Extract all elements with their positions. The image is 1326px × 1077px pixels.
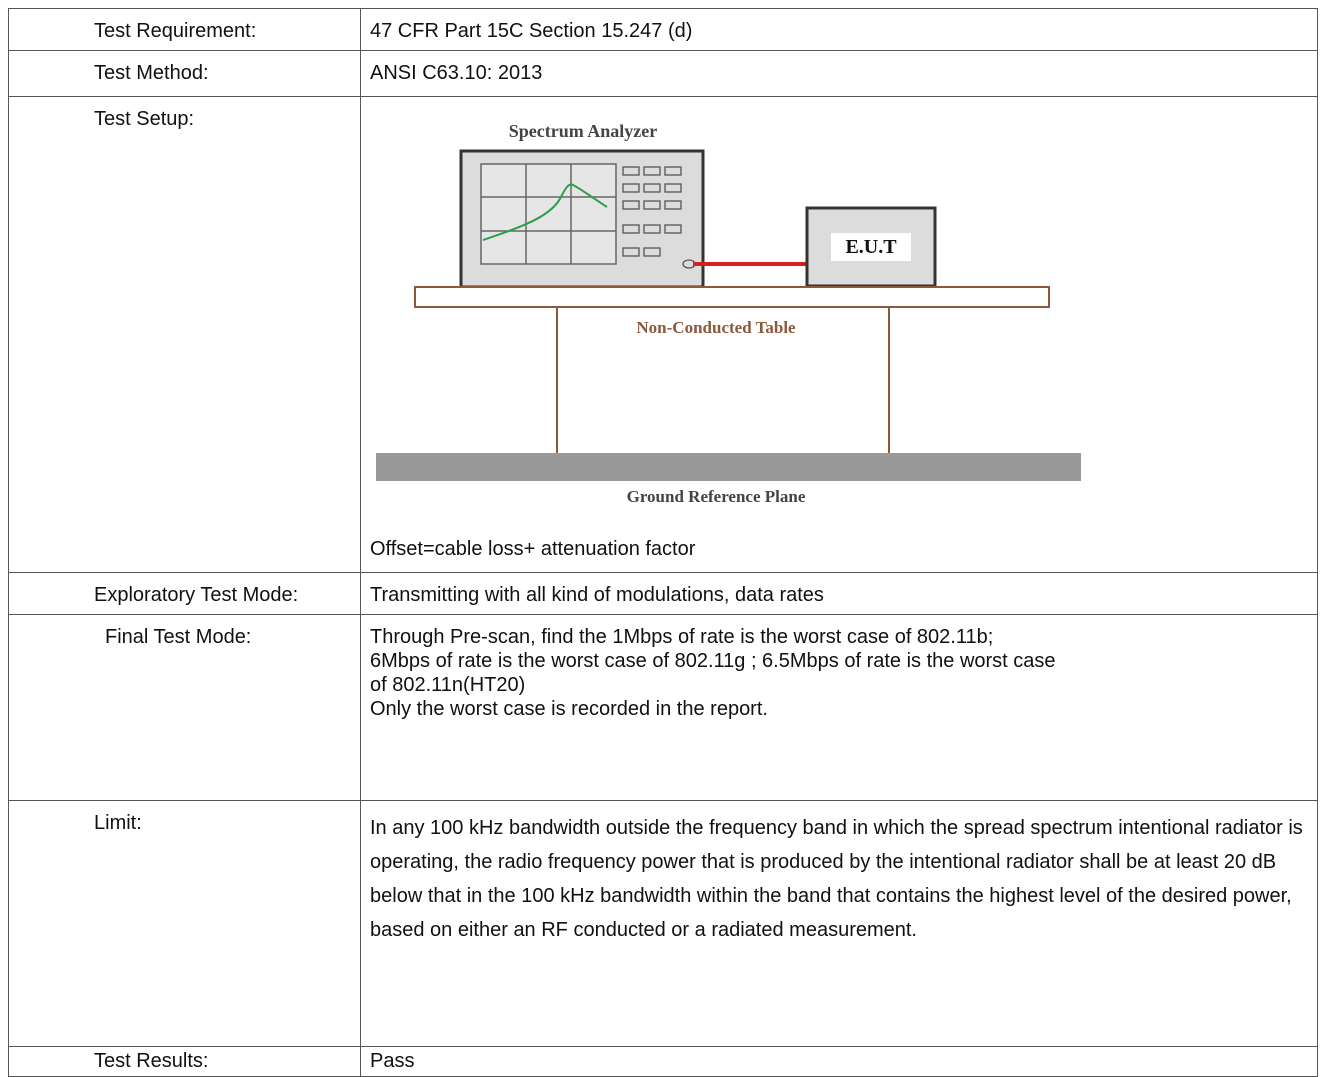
table-label: Non-Conducted Table [636, 318, 796, 337]
buttons [622, 166, 696, 269]
screen-grid [481, 164, 616, 264]
row: Test Requirement: 47 CFR Part 15C Sectio… [8, 8, 1318, 51]
eut [805, 206, 937, 288]
eut-label: E.U.T [845, 236, 897, 258]
label: Test Method: [8, 50, 361, 97]
label: Test Requirement: [8, 8, 361, 51]
screen [480, 163, 617, 265]
row: Exploratory Test Mode: Transmitting with… [8, 572, 1318, 615]
paragraph: Through Pre-scan, find the 1Mbps of rate… [370, 626, 994, 648]
analyzer-label: Spectrum Analyzer [509, 121, 657, 141]
row: Test Method: ANSI C63.10: 2013 [8, 50, 1318, 97]
row: Limit: In any 100 kHz bandwidth outside … [8, 800, 1318, 1047]
paragraph: 6Mbps of rate is the worst case of 802.1… [370, 650, 1056, 672]
ground-label: Ground Reference Plane [627, 487, 806, 506]
value: Pass [360, 1046, 1318, 1077]
trace [482, 183, 608, 241]
row: Test Results: Pass [8, 1046, 1318, 1077]
paragraph: of 802.11n(HT20) [370, 674, 526, 696]
value: In any 100 kHz bandwidth outside the fre… [360, 800, 1318, 1047]
value: Transmitting with all kind of modulation… [360, 572, 1318, 615]
value: 47 CFR Part 15C Section 15.247 (d) [360, 8, 1318, 51]
test-table: Test Requirement: 47 CFR Part 15C Sectio… [8, 8, 1318, 1077]
value: ANSI C63.10: 2013 [360, 50, 1318, 97]
label: Test Setup: [8, 96, 361, 573]
value: Through Pre-scan, find the 1Mbps of rate… [360, 614, 1318, 801]
label: Test Results: [8, 1046, 361, 1077]
table-top [414, 286, 1050, 308]
offset-note: Offset=cable loss+ attenuation factor [370, 538, 696, 560]
value: Spectrum Analyzer [360, 96, 1318, 573]
paragraph: Only the worst case is recorded in the r… [370, 698, 768, 720]
eut-label-bg [831, 233, 911, 261]
row: Final Test Mode: Through Pre-scan, find … [8, 614, 1318, 801]
label: Final Test Mode: [8, 614, 361, 801]
setup-diagram: Spectrum Analyzer [376, 121, 1081, 506]
label: Limit: [8, 800, 361, 1047]
ground-plane [376, 453, 1081, 481]
label: Exploratory Test Mode: [8, 572, 361, 615]
row: Test Setup: Spectrum Analyzer [8, 96, 1318, 573]
